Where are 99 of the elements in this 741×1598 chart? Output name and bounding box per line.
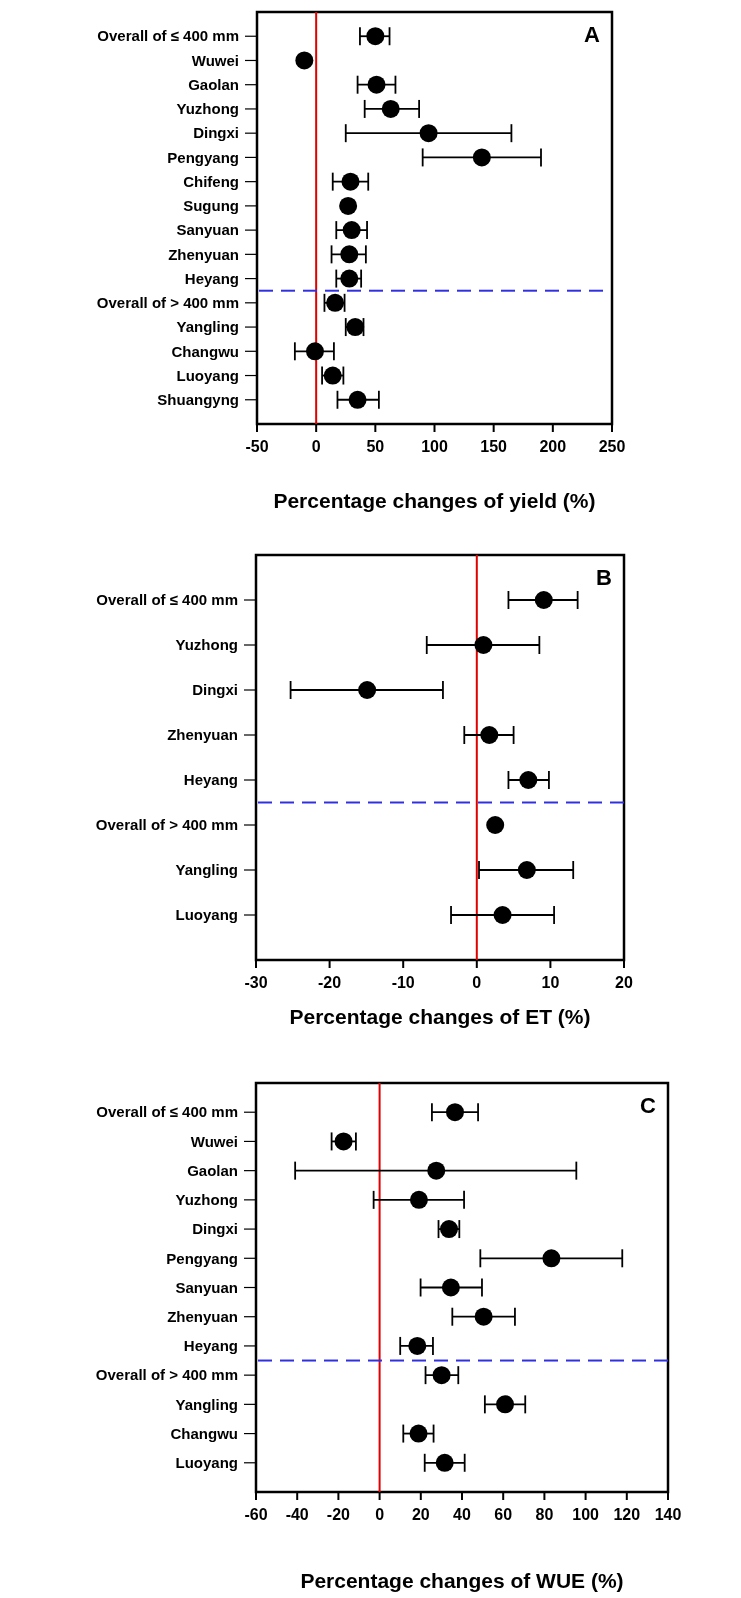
point — [519, 771, 538, 789]
x-tick-label: 20 — [411, 1506, 430, 1523]
x-tick-label: 50 — [366, 438, 385, 455]
point — [339, 196, 358, 215]
annotation: B — [596, 565, 612, 590]
y-tick-label: Changwu — [171, 342, 239, 360]
x-tick-label: 80 — [535, 1506, 554, 1523]
point — [542, 1249, 561, 1268]
y-tick-label: Changwu — [170, 1424, 238, 1442]
y-tick-label: Overall of ≤ 400 mm — [96, 591, 238, 609]
x-tick-label: 10 — [541, 974, 560, 991]
point — [295, 51, 314, 70]
point — [435, 1453, 454, 1472]
x-tick-label: 200 — [539, 438, 567, 455]
y-tick-label: Zhenyuan — [167, 1307, 238, 1325]
y-tick-label: Overall of > 400 mm — [96, 294, 239, 312]
point — [480, 726, 499, 744]
point — [493, 906, 512, 924]
point — [419, 124, 438, 143]
y-tick-label: Dingxi — [193, 124, 239, 142]
point — [305, 342, 324, 361]
y-tick-label: Overall of > 400 mm — [95, 1366, 238, 1384]
x-tick-label: 100 — [572, 1506, 600, 1523]
annotation: C — [640, 1093, 657, 1118]
x-tick-label: -40 — [285, 1506, 309, 1523]
x-tick-label: 140 — [654, 1506, 682, 1523]
point — [366, 27, 385, 46]
y-tick-label: Dingxi — [192, 1220, 238, 1238]
x-tick-label: -60 — [244, 1506, 268, 1523]
x-tick-label: -30 — [244, 974, 268, 991]
x-tick-label: -10 — [391, 974, 415, 991]
point — [496, 1395, 515, 1414]
y-tick-label: Wuwei — [190, 1132, 238, 1150]
point — [441, 1278, 460, 1297]
point — [534, 591, 553, 609]
y-tick-label: Sugung — [183, 197, 239, 215]
x-tick-label: 0 — [472, 974, 482, 991]
y-tick-label: Yuzhong — [175, 1191, 238, 1209]
y-tick-label: Pengyang — [166, 1249, 238, 1267]
y-tick-label: Luoyang — [176, 366, 239, 384]
point — [367, 75, 386, 94]
point — [381, 99, 400, 118]
point — [474, 636, 493, 654]
point — [472, 148, 491, 167]
y-tick-label: Yuzhong — [175, 636, 238, 654]
point — [348, 390, 367, 409]
y-tick-label: Yuzhong — [176, 100, 239, 118]
y-tick-label: Sanyuan — [176, 221, 239, 239]
point — [409, 1424, 428, 1443]
point — [342, 221, 361, 240]
y-tick-label: Gaolan — [187, 1161, 238, 1179]
x-tick-label: 100 — [421, 438, 448, 455]
point — [432, 1366, 451, 1385]
point — [474, 1307, 493, 1326]
y-tick-label: Yangling — [175, 1395, 238, 1413]
point — [408, 1336, 427, 1355]
x-tick-label: 150 — [480, 438, 508, 455]
y-tick-label: Dingxi — [192, 681, 238, 699]
y-tick-label: Shuangyng — [157, 391, 239, 409]
y-tick-label: Luoyang — [175, 906, 238, 924]
point — [486, 816, 505, 834]
y-tick-label: Gaolan — [188, 75, 239, 93]
y-tick-label: Overall of > 400 mm — [95, 816, 238, 834]
y-tick-label: Luoyang — [175, 1454, 238, 1472]
point — [340, 269, 359, 288]
point — [446, 1103, 464, 1122]
point — [517, 861, 536, 879]
y-tick-label: Overall of ≤ 400 mm — [97, 27, 239, 45]
x-tick-label: 0 — [311, 438, 321, 455]
point — [427, 1161, 446, 1180]
x-tick-label: 60 — [494, 1506, 513, 1523]
y-tick-label: Wuwei — [191, 51, 239, 69]
y-tick-label: Chifeng — [183, 172, 239, 190]
x-axis-title: Percentage changes of WUE (%) — [300, 1569, 624, 1592]
annotation: A — [584, 22, 601, 47]
x-tick-label: -20 — [318, 974, 342, 991]
x-tick-label: -50 — [245, 438, 269, 455]
y-tick-label: Zhenyuan — [168, 245, 239, 263]
y-tick-label: Yangling — [175, 861, 238, 879]
y-tick-label: Zhenyuan — [167, 726, 238, 744]
y-tick-label: Heyang — [183, 771, 238, 789]
y-tick-label: Sanyuan — [175, 1278, 238, 1296]
x-tick-label: 40 — [453, 1506, 471, 1523]
x-axis-title: Percentage changes of ET (%) — [289, 1005, 591, 1028]
y-tick-label: Yangling — [176, 318, 239, 336]
x-tick-label: 250 — [598, 438, 626, 455]
point — [340, 245, 359, 264]
y-tick-label: Heyang — [184, 269, 239, 287]
x-axis-title: Percentage changes of yield (%) — [273, 489, 596, 512]
x-tick-label: -20 — [326, 1506, 351, 1523]
x-tick-label: 0 — [375, 1506, 385, 1523]
x-tick-label: 120 — [613, 1506, 641, 1523]
x-tick-label: 20 — [615, 974, 633, 991]
y-tick-label: Overall of ≤ 400 mm — [96, 1103, 238, 1121]
point — [409, 1190, 428, 1209]
point — [341, 172, 360, 191]
y-tick-label: Pengyang — [167, 148, 239, 166]
point — [358, 681, 377, 699]
y-tick-label: Heyang — [183, 1337, 238, 1355]
